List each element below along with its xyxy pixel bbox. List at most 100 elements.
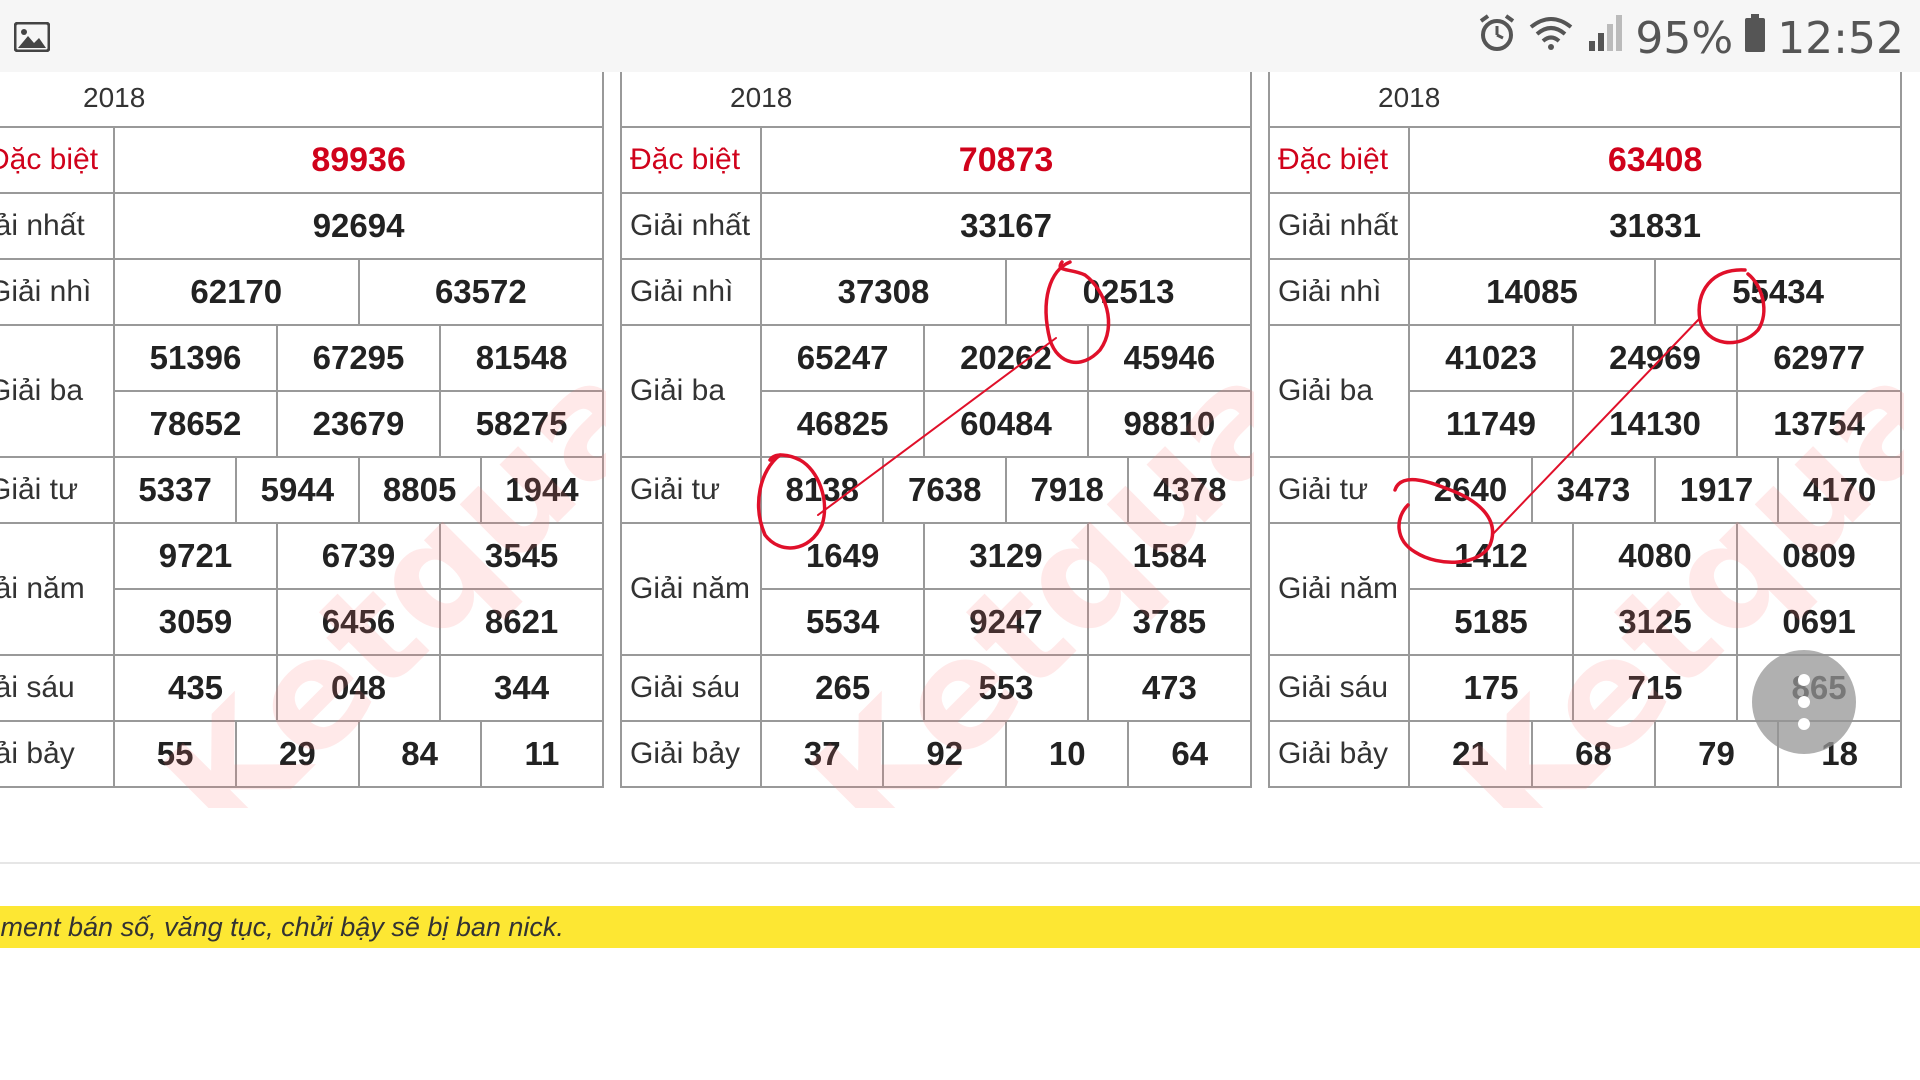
second-prize-value: 14085 <box>1408 258 1656 326</box>
label-giai-nam: Giải năm <box>1268 522 1410 656</box>
floating-menu-button[interactable] <box>1752 650 1856 754</box>
seventh-prize-value: 92 <box>882 720 1007 788</box>
fifth-prize-value: 5534 <box>759 588 926 656</box>
fifth-prize-value: 3129 <box>923 522 1089 590</box>
label-giai-nhat: iải nhất <box>0 192 115 260</box>
seventh-prize-value: 55 <box>112 720 238 788</box>
results-panel-2: 2018 Đặc biệt 70873 Giải nhất 33167 Giải nhì 3… <box>620 72 1254 808</box>
signal-icon <box>1585 13 1625 64</box>
first-prize-value: 33167 <box>759 192 1253 260</box>
third-prize-value: 45946 <box>1086 324 1253 392</box>
label-giai-tu: Giải tư <box>1268 456 1410 524</box>
third-prize-value: 78652 <box>113 390 278 458</box>
fifth-prize-value: 8621 <box>438 588 605 656</box>
fourth-prize-value: 2640 <box>1408 456 1533 524</box>
sixth-prize-value: 048 <box>276 654 441 722</box>
fifth-prize-value: 0691 <box>1735 588 1903 656</box>
third-prize-value: 60484 <box>923 390 1089 458</box>
seventh-prize-value: 64 <box>1127 720 1253 788</box>
seventh-prize-value: 37 <box>759 720 885 788</box>
third-prize-value: 46825 <box>759 390 926 458</box>
third-prize-value: 23679 <box>276 390 441 458</box>
label-giai-nam: Giải năm <box>620 522 762 656</box>
seventh-prize-value: 11 <box>479 720 605 788</box>
fifth-prize-value: 3545 <box>438 522 605 590</box>
fifth-prize-value: 0809 <box>1735 522 1903 590</box>
second-prize-value: 37308 <box>760 258 1007 326</box>
image-icon <box>13 21 51 57</box>
label-giai-sau: Giải sáu <box>620 654 762 722</box>
notice-banner: mment bán số, văng tục, chửi bậy sẽ bị b… <box>0 906 1920 948</box>
fourth-prize-value: 8805 <box>357 456 482 524</box>
third-prize-value: 24969 <box>1572 324 1738 392</box>
fourth-prize-value: 8138 <box>759 456 885 524</box>
fourth-prize-value: 4378 <box>1127 456 1253 524</box>
table-row: Giải nhì 37308 02513 <box>620 258 1253 326</box>
label-giai-nhi: Giải nhì <box>0 258 115 326</box>
table-row: 5185 3125 0691 <box>1269 588 1903 656</box>
fourth-prize-value: 3473 <box>1531 456 1656 524</box>
second-prize-value: 02513 <box>1004 258 1253 326</box>
third-prize-value: 51396 <box>113 324 278 392</box>
label-dac-biet: Đặc biệt <box>0 126 115 194</box>
notice-text: mment bán số, văng tục, chửi bậy sẽ bị b… <box>0 912 564 942</box>
fourth-prize-value: 5337 <box>112 456 238 524</box>
table-row: 5534 9247 3785 <box>621 588 1253 656</box>
fifth-prize-value: 5185 <box>1408 588 1574 656</box>
label-giai-ba: Giải ba <box>1268 324 1410 458</box>
label-dac-biet: Đặc biệt <box>1268 126 1410 194</box>
table-row: Giải nhất 33167 <box>620 192 1253 260</box>
panel-frame-line <box>620 72 622 126</box>
sixth-prize-value: 715 <box>1572 654 1738 722</box>
fourth-prize-value: 1944 <box>479 456 605 524</box>
results-table: Đặc biệt 70873 Giải nhất 33167 Giải nhì 37308… <box>620 126 1253 788</box>
first-prize-value: 92694 <box>112 192 605 260</box>
table-row: Giải năm 1412 4080 0809 <box>1268 522 1903 656</box>
table-row: 3059 6456 8621 <box>0 588 605 656</box>
wifi-icon <box>1527 13 1575 64</box>
table-row: Giải ba 41023 24969 62977 <box>1268 324 1903 458</box>
third-prize-value: 13754 <box>1735 390 1903 458</box>
label-giai-nhi: Giải nhì <box>620 258 762 326</box>
fifth-prize-value: 1412 <box>1408 522 1574 590</box>
second-prize-value: 55434 <box>1653 258 1903 326</box>
label-giai-nhi: Giải nhì <box>1268 258 1410 326</box>
table-row: Đặc biệt 70873 <box>620 126 1253 194</box>
fifth-prize-value: 3059 <box>113 588 278 656</box>
fifth-prize-value: 9721 <box>113 522 278 590</box>
alarm-icon <box>1477 13 1517 64</box>
label-giai-tu: Giải tư <box>0 456 115 524</box>
fourth-prize-value: 1917 <box>1654 456 1779 524</box>
fifth-prize-value: 1584 <box>1086 522 1253 590</box>
panel-frame-line <box>602 72 604 126</box>
table-row: Giải nhất 31831 <box>1268 192 1903 260</box>
results-table: Đặc biệt89936iải nhất92694Giải nhì621706… <box>0 126 605 788</box>
first-prize-value: 31831 <box>1407 192 1903 260</box>
table-row: Giải tư 2640 3473 1917 4170 <box>1268 456 1903 524</box>
label-giai-sau: Giải sáu <box>1268 654 1410 722</box>
table-row: Giải sáu 265 553 473 <box>620 654 1253 722</box>
fifth-prize-value: 1649 <box>759 522 926 590</box>
label-dac-biet: Đặc biệt <box>620 126 762 194</box>
special-prize-value: 89936 <box>112 126 605 194</box>
second-prize-value: 63572 <box>357 258 605 326</box>
table-row: Đặc biệt 63408 <box>1268 126 1903 194</box>
third-prize-value: 11749 <box>1408 390 1574 458</box>
fourth-prize-value: 4170 <box>1776 456 1903 524</box>
table-row: Giải tư 8138 7638 7918 4378 <box>620 456 1253 524</box>
label-giai-nhat: Giải nhất <box>620 192 762 260</box>
menu-dot-icon <box>1798 674 1810 686</box>
battery-icon <box>1743 13 1767 64</box>
fifth-prize-value: 3125 <box>1572 588 1738 656</box>
fifth-prize-value: 6739 <box>276 522 441 590</box>
seventh-prize-value: 29 <box>235 720 360 788</box>
battery-percent: 95% <box>1635 12 1734 64</box>
sixth-prize-value: 265 <box>759 654 926 722</box>
seventh-prize-value: 10 <box>1004 720 1130 788</box>
sixth-prize-value: 473 <box>1086 654 1253 722</box>
label-giai-ba: Giải ba <box>0 324 115 458</box>
third-prize-value: 20262 <box>923 324 1089 392</box>
